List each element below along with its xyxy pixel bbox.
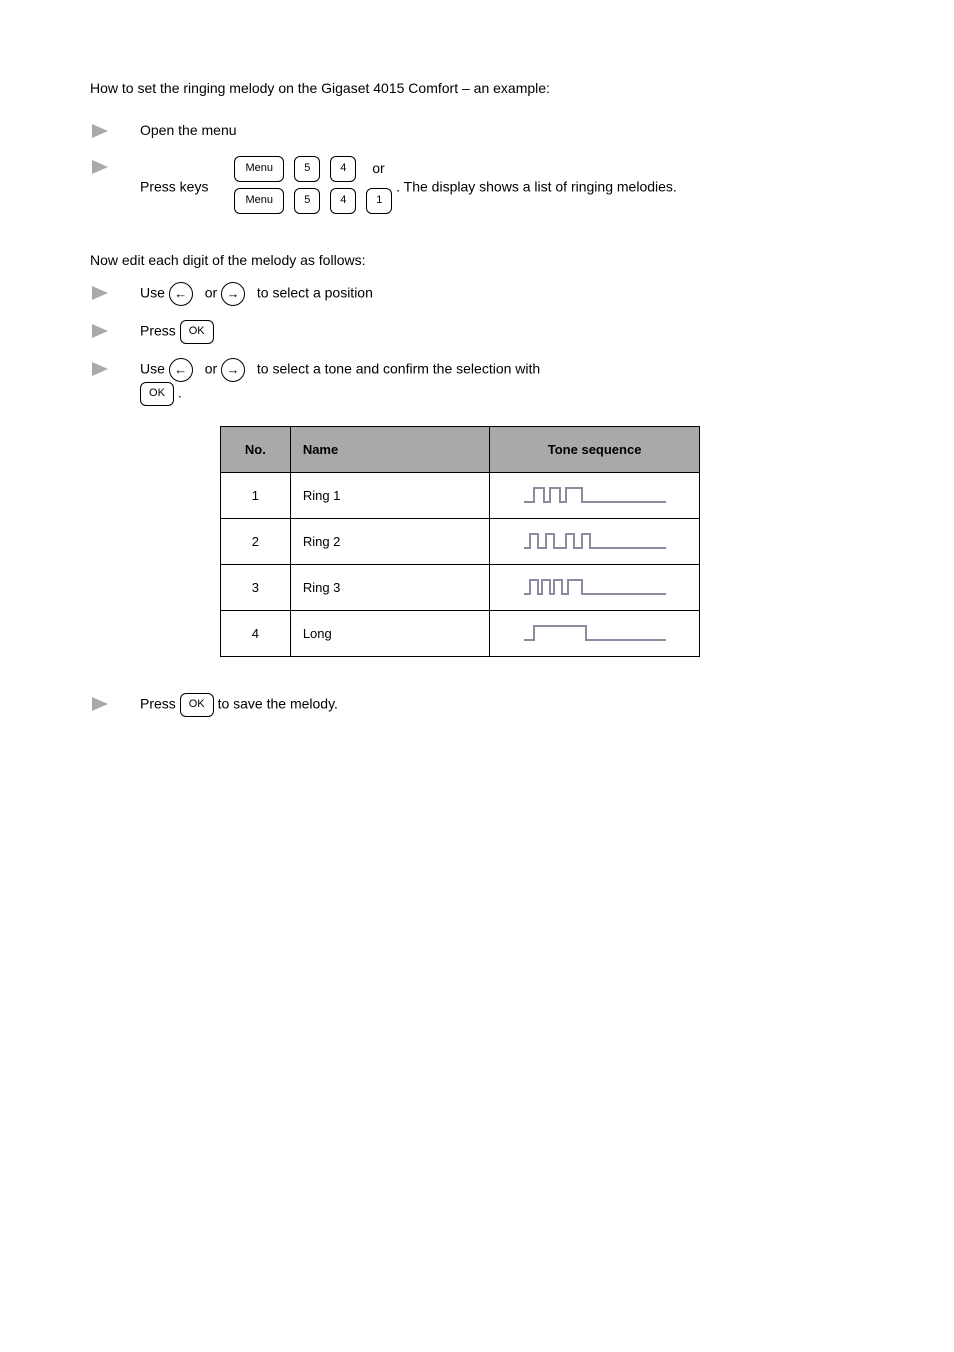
arrow-right-key-icon: → bbox=[221, 358, 245, 382]
step2-end: . The display shows a list of ringing me… bbox=[396, 178, 677, 194]
step4-pre: Press bbox=[140, 322, 176, 338]
step-1: Open the menu bbox=[90, 120, 874, 142]
digit-key-icon: 4 bbox=[330, 188, 356, 214]
final-post: to save the melody. bbox=[218, 695, 338, 711]
cell-waveform bbox=[490, 610, 700, 656]
tone-table: No. Name Tone sequence 1 Ring 1 2 Ring 2 bbox=[220, 426, 700, 657]
digit-key-icon: 4 bbox=[330, 156, 356, 182]
step3-post: to select a position bbox=[257, 284, 373, 300]
final-pre: Press bbox=[140, 695, 176, 711]
cell-name: Ring 2 bbox=[290, 518, 489, 564]
table-row: 3 Ring 3 bbox=[221, 564, 700, 610]
table-row: 1 Ring 1 bbox=[221, 472, 700, 518]
bullet-icon bbox=[90, 158, 110, 176]
cell-name: Ring 3 bbox=[290, 564, 489, 610]
arrow-right-key-icon: → bbox=[221, 282, 245, 306]
step5-post: to select a tone and confirm the selecti… bbox=[257, 360, 540, 376]
th-name: Name bbox=[290, 426, 489, 472]
digit-key-icon: 1 bbox=[366, 188, 392, 214]
step-2: Press keys Menu 5 4 or Menu 5 4 1 . The … bbox=[90, 156, 874, 220]
cell-name: Ring 1 bbox=[290, 472, 489, 518]
digit-key-icon: 5 bbox=[294, 188, 320, 214]
ok-key-icon: OK bbox=[140, 382, 174, 406]
step1-text: Open the menu bbox=[140, 120, 237, 142]
th-seq: Tone sequence bbox=[490, 426, 700, 472]
final-step: Press OK to save the melody. bbox=[90, 693, 874, 717]
th-no: No. bbox=[221, 426, 291, 472]
arrow-left-key-icon: ← bbox=[169, 358, 193, 382]
step3-pre: Use bbox=[140, 284, 165, 300]
key-sequence-1: Menu 5 4 or Menu 5 4 1 bbox=[234, 156, 392, 220]
ok-key-icon: OK bbox=[180, 320, 214, 344]
cell-no: 4 bbox=[221, 610, 291, 656]
step5-mid: or bbox=[205, 360, 217, 376]
step5-end: . bbox=[178, 384, 182, 400]
table-row: 4 Long bbox=[221, 610, 700, 656]
bullet-icon bbox=[90, 695, 110, 713]
bullet-icon bbox=[90, 322, 110, 340]
step2-pre: Press keys bbox=[140, 178, 208, 194]
arrow-left-key-icon: ← bbox=[169, 282, 193, 306]
step5-pre: Use bbox=[140, 360, 165, 376]
intro-line1: How to set the ringing melody on the Gig… bbox=[90, 80, 550, 96]
digit-key-icon: 5 bbox=[294, 156, 320, 182]
step-5: Use ← or → to select a tone and confirm … bbox=[90, 358, 874, 406]
cell-waveform bbox=[490, 564, 700, 610]
menu-key-icon: Menu bbox=[234, 156, 284, 182]
step-4: Press OK bbox=[90, 320, 874, 344]
edit-instructions-lead: Now edit each digit of the melody as fol… bbox=[90, 252, 874, 268]
cell-waveform bbox=[490, 472, 700, 518]
cell-no: 1 bbox=[221, 472, 291, 518]
step-3: Use ← or → to select a position bbox=[90, 282, 874, 306]
bullet-icon bbox=[90, 360, 110, 378]
bullet-icon bbox=[90, 122, 110, 140]
table-header-row: No. Name Tone sequence bbox=[221, 426, 700, 472]
intro-text: How to set the ringing melody on the Gig… bbox=[90, 80, 874, 96]
step3-mid: or bbox=[205, 284, 217, 300]
menu-key-icon: Menu bbox=[234, 188, 284, 214]
table-row: 2 Ring 2 bbox=[221, 518, 700, 564]
ok-key-icon: OK bbox=[180, 693, 214, 717]
cell-no: 2 bbox=[221, 518, 291, 564]
cell-name: Long bbox=[290, 610, 489, 656]
cell-no: 3 bbox=[221, 564, 291, 610]
cell-waveform bbox=[490, 518, 700, 564]
step2-or: or bbox=[372, 158, 384, 180]
bullet-icon bbox=[90, 284, 110, 302]
